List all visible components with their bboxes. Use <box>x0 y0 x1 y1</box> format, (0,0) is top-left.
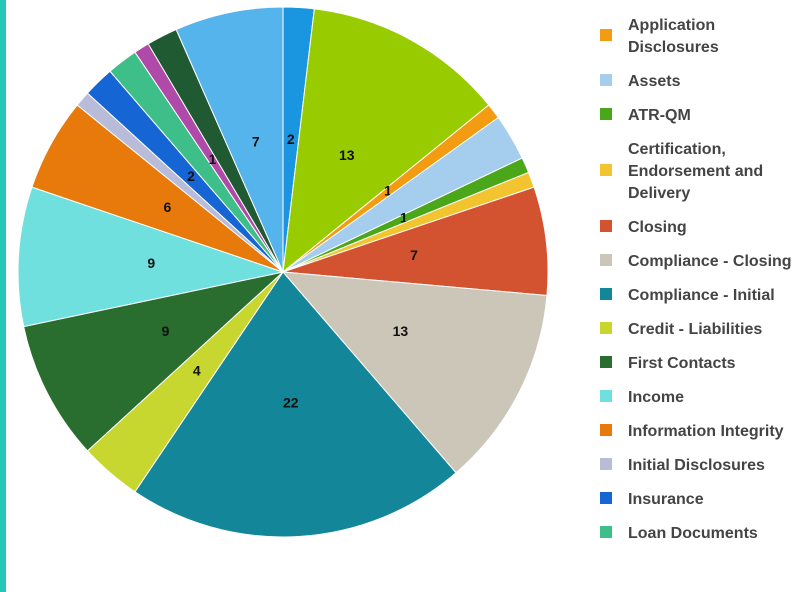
pie-slice <box>23 271 285 452</box>
legend-label: Compliance - Closing <box>628 253 792 270</box>
pie-slice <box>281 271 548 474</box>
legend-label: Credit - Liabilities <box>628 321 762 338</box>
pie-slice <box>175 6 284 273</box>
legend-label: ATR-QM <box>628 107 691 124</box>
slice-label: 9 <box>147 255 155 271</box>
slice-label: 6 <box>164 199 172 215</box>
slice-label: 9 <box>162 323 170 339</box>
legend-swatch <box>600 526 612 538</box>
legend-line: Certification, <box>628 141 726 158</box>
legend-line: First Contacts <box>628 355 736 372</box>
slice-label: 1 <box>209 151 217 167</box>
legend-swatch <box>600 220 612 232</box>
legend-line: ATR-QM <box>628 107 691 124</box>
legend-swatch <box>600 424 612 436</box>
pie-slice <box>134 271 457 538</box>
legend-line: Information Integrity <box>628 423 784 440</box>
pie-slice <box>282 8 490 274</box>
legend-swatch <box>600 458 612 470</box>
slice-label: 1 <box>384 183 392 199</box>
legend-line: Closing <box>628 219 687 236</box>
legend-line: Compliance - Closing <box>628 253 792 270</box>
legend-label: Loan Documents <box>628 525 758 542</box>
legend-label: Information Integrity <box>628 423 784 440</box>
legend-swatch <box>600 390 612 402</box>
legend-line: Application <box>628 17 715 34</box>
legend-line: Assets <box>628 73 681 90</box>
legend-swatch <box>600 74 612 86</box>
legend-label: Compliance - Initial <box>628 287 775 304</box>
slice-label: 4 <box>193 363 201 379</box>
slice-label: 7 <box>252 134 260 150</box>
legend-label: Assets <box>628 73 681 90</box>
pie-slice <box>282 186 549 297</box>
legend-line: Income <box>628 389 684 406</box>
legend-label: Income <box>628 389 684 406</box>
legend-label: Insurance <box>628 491 704 508</box>
pie-slice <box>17 186 285 328</box>
legend-line: Endorsement and <box>628 163 763 180</box>
legend-swatch <box>600 29 612 41</box>
legend-line: Delivery <box>628 185 690 202</box>
slice-label: 2 <box>187 168 195 184</box>
legend-swatch <box>600 322 612 334</box>
legend-label: Application Disclosures <box>628 17 719 56</box>
legend-swatch <box>600 108 612 120</box>
slice-label: 13 <box>393 323 409 339</box>
slice-label: 1 <box>400 209 408 225</box>
legend-line: Credit - Liabilities <box>628 321 762 338</box>
slice-label: 22 <box>283 394 299 410</box>
slice-label: 2 <box>287 131 295 147</box>
side-strip <box>0 0 6 592</box>
legend-label: Certification, Endorsement and Delivery <box>628 141 763 202</box>
legend-swatch <box>600 492 612 504</box>
legend-line: Loan Documents <box>628 525 758 542</box>
legend-line: Compliance - Initial <box>628 287 775 304</box>
legend-swatch <box>600 356 612 368</box>
slice-label: 13 <box>339 147 355 163</box>
legend-line: Initial Disclosures <box>628 457 765 474</box>
legend-label: Initial Disclosures <box>628 457 765 474</box>
legend-line: Insurance <box>628 491 704 508</box>
legend-line: Disclosures <box>628 39 719 56</box>
legend-swatch <box>600 288 612 300</box>
slice-label: 7 <box>410 247 418 263</box>
legend: Application Disclosures Assets ATR-QM Certif… <box>600 17 792 542</box>
legend-swatch <box>600 164 612 176</box>
legend-swatch <box>600 254 612 266</box>
legend-label: Closing <box>628 219 687 236</box>
legend-label: First Contacts <box>628 355 736 372</box>
